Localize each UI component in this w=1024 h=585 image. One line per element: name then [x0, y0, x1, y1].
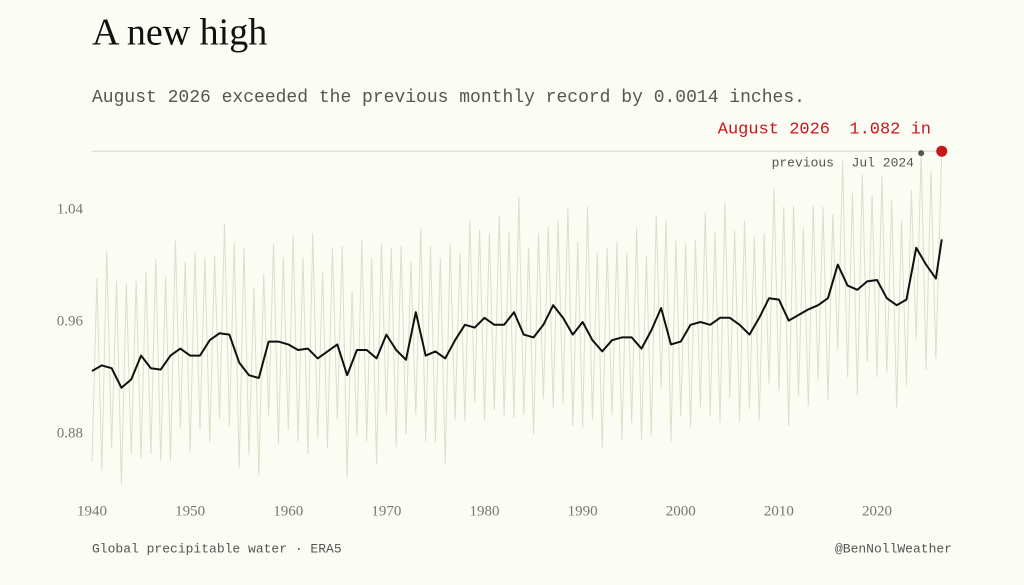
- series-line: [91, 239, 943, 389]
- x-tick-label: 2010: [764, 503, 794, 519]
- x-tick-label: 1970: [371, 503, 401, 519]
- chart-title: A new high: [92, 12, 267, 54]
- x-tick-label: 1940: [77, 503, 107, 519]
- record-value: 1.082 in: [849, 121, 931, 140]
- x-tick-label: 1980: [470, 503, 500, 519]
- y-tick-label: 0.88: [57, 425, 83, 441]
- x-tick-label: 1990: [568, 503, 598, 519]
- y-tick-label: 1.04: [57, 201, 84, 217]
- x-tick-label: 1960: [273, 503, 303, 519]
- series-line: [91, 151, 943, 485]
- source: Global precipitable water · ERA5: [92, 541, 342, 556]
- previous-date: Jul 2024: [852, 156, 915, 171]
- record-dot: [936, 145, 948, 157]
- previous-record-dot: [918, 150, 925, 157]
- chart-subtitle: August 2026 exceeded the previous monthl…: [92, 88, 805, 108]
- previous-label: previous: [772, 156, 834, 171]
- x-tick-label: 2000: [666, 503, 696, 519]
- record-date: August 2026: [718, 121, 830, 140]
- y-tick-label: 0.96: [57, 313, 84, 329]
- x-tick-label: 1950: [175, 503, 205, 519]
- x-tick-label: 2020: [862, 503, 892, 519]
- credit: @BenNollWeather: [835, 541, 952, 556]
